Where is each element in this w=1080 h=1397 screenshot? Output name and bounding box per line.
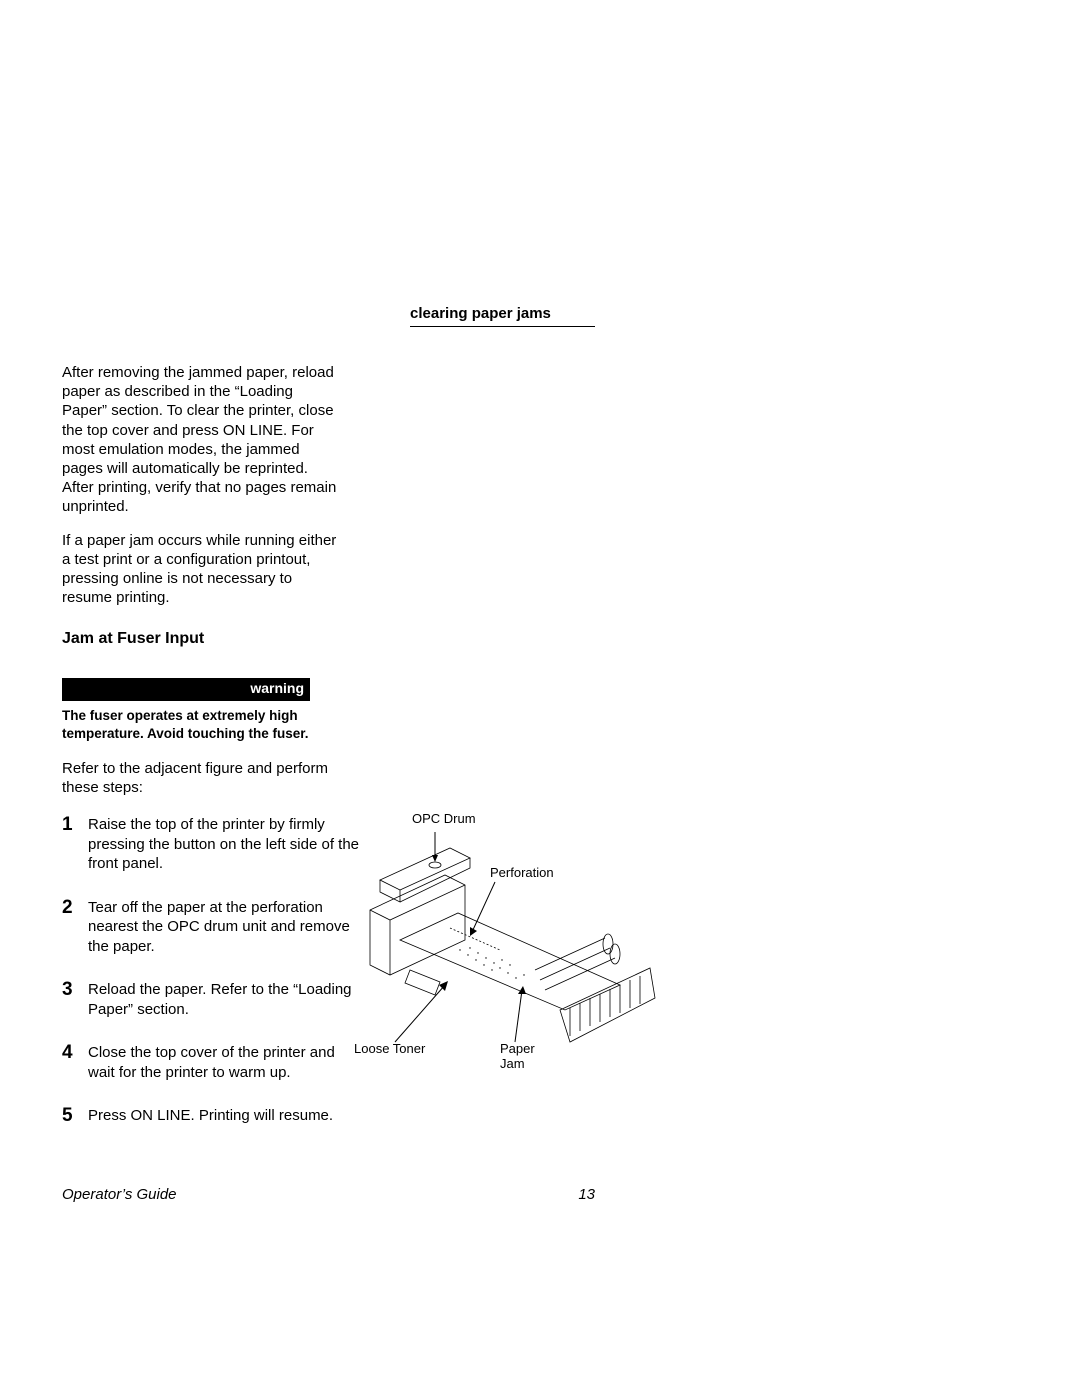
subheading-jam-fuser: Jam at Fuser Input bbox=[62, 629, 342, 649]
intro-paragraph-1: After removing the jammed paper, reload … bbox=[62, 363, 342, 517]
page-footer: Operator’s Guide 13 bbox=[62, 1186, 595, 1203]
label-loose-toner: Loose Toner bbox=[354, 1042, 425, 1057]
step-item: Close the top cover of the printer and w… bbox=[62, 1043, 362, 1082]
step-item: Press ON LINE. Printing will resume. bbox=[62, 1106, 362, 1126]
printer-diagram: OPC Drum Perforation Loose Toner Paper J… bbox=[350, 810, 690, 1070]
refer-text: Refer to the adjacent figure and perform… bbox=[62, 759, 357, 797]
label-paper-jam: Paper Jam bbox=[500, 1042, 535, 1072]
step-item: Raise the top of the printer by firmly p… bbox=[62, 815, 362, 874]
footer-page-number: 13 bbox=[578, 1186, 595, 1203]
step-item: Tear off the paper at the perforation ne… bbox=[62, 898, 362, 957]
warning-text: The fuser operates at extremely high tem… bbox=[62, 707, 332, 743]
warning-bar: warning bbox=[62, 678, 310, 701]
section-header: clearing paper jams bbox=[410, 305, 595, 327]
footer-title: Operator’s Guide bbox=[62, 1186, 177, 1203]
diagram-svg bbox=[350, 810, 690, 1070]
label-opc-drum: OPC Drum bbox=[412, 812, 476, 827]
steps-list: Raise the top of the printer by firmly p… bbox=[62, 815, 362, 1126]
body-column: After removing the jammed paper, reload … bbox=[62, 363, 342, 1150]
step-item: Reload the paper. Refer to the “Loading … bbox=[62, 980, 362, 1019]
intro-paragraph-2: If a paper jam occurs while running eith… bbox=[62, 531, 342, 608]
label-perforation: Perforation bbox=[490, 866, 554, 881]
